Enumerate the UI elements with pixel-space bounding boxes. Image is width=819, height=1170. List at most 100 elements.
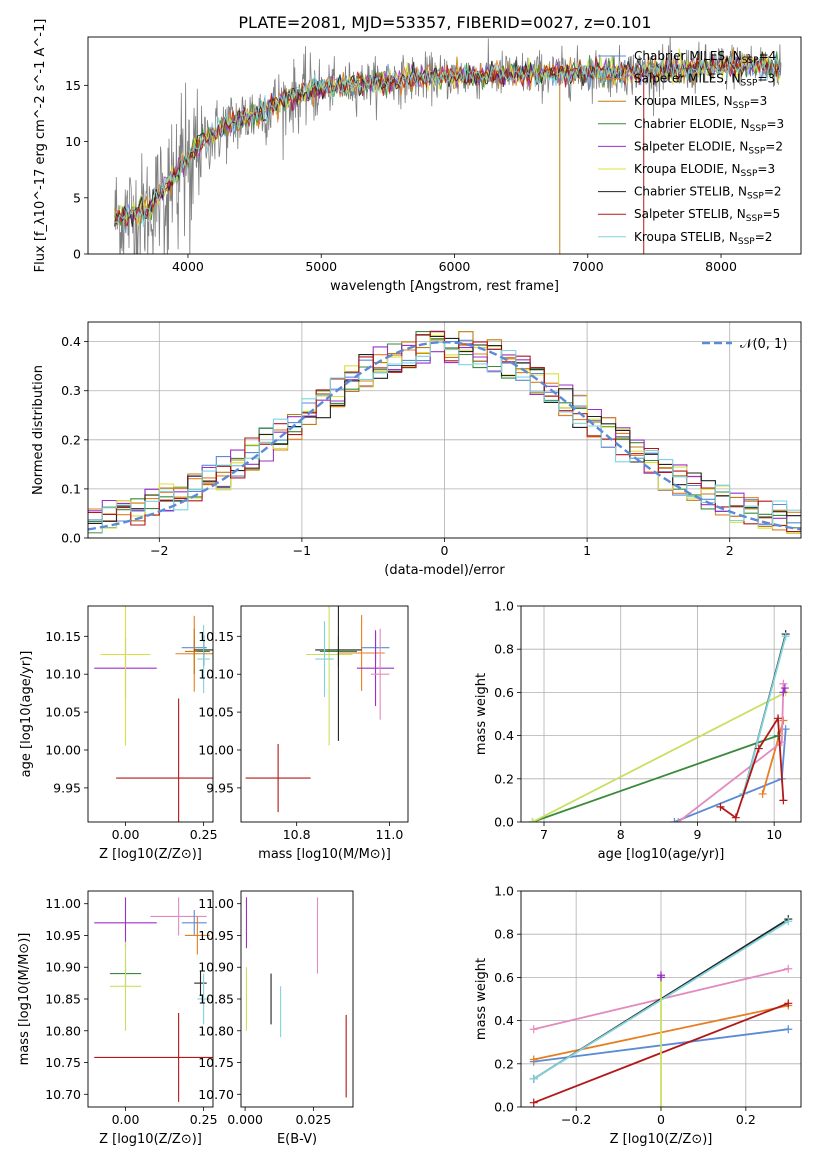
weight-marker bbox=[754, 744, 763, 753]
x-tick-label: 9 bbox=[693, 827, 701, 842]
y-tick-label: 10.90 bbox=[45, 960, 81, 975]
x-tick-label: 0 bbox=[441, 543, 449, 558]
y-tick-label: 1.0 bbox=[494, 884, 514, 899]
weight-marker bbox=[758, 789, 767, 798]
x-tick-label: 10.8 bbox=[283, 827, 311, 842]
y-tick-label: 0.4 bbox=[494, 1013, 514, 1028]
weight-marker bbox=[670, 818, 679, 822]
weight-line-0 bbox=[674, 729, 787, 822]
legend-entry: Salpeter MILES, NSSP=3 bbox=[634, 72, 775, 89]
weight-marker bbox=[784, 964, 793, 973]
weight-marker bbox=[779, 688, 788, 697]
x-tick-label: 0 bbox=[657, 1112, 665, 1127]
legend-entry: Kroupa ELODIE, NSSP=3 bbox=[634, 162, 775, 179]
plot-area-spectrum bbox=[114, 37, 782, 254]
y-tick-label: 0.0 bbox=[494, 1100, 514, 1115]
y-tick-label: 10.15 bbox=[45, 629, 81, 644]
histogram-8 bbox=[88, 341, 801, 534]
x-tick-label: 5000 bbox=[305, 259, 337, 274]
x-tick-label: 0.00 bbox=[112, 1112, 140, 1127]
weight-marker bbox=[731, 813, 740, 822]
legend-entry: Chabrier MILES, NSSP=4 bbox=[634, 49, 776, 66]
weight-marker bbox=[657, 971, 665, 980]
x-tick-label: 0.25 bbox=[190, 827, 218, 842]
y-tick-label: 10.90 bbox=[198, 960, 234, 975]
y-axis-label: age [log10(age/yr)] bbox=[19, 651, 34, 778]
weight-marker bbox=[781, 632, 790, 641]
x-tick-label: −2 bbox=[150, 543, 168, 558]
weight-marker bbox=[784, 999, 793, 1008]
weight-marker bbox=[779, 679, 788, 688]
x-tick-label: 8 bbox=[617, 827, 625, 842]
y-tick-label: 10.05 bbox=[45, 705, 81, 720]
axes-age_vs_z: 0.00 0.25 9.95 10.00 10.05 10.10 10.15 Z [log10… bbox=[19, 605, 218, 862]
legend-entry: Salpeter ELODIE, NSSP=2 bbox=[634, 139, 783, 156]
y-tick-label: 0.1 bbox=[61, 481, 81, 496]
weight-marker bbox=[780, 684, 789, 693]
axes-mass_vs_z: 0.00 0.25 10.70 10.75 10.80 10.85 10.90 10.95 11… bbox=[17, 890, 218, 1147]
x-tick-label: 0.025 bbox=[295, 1112, 331, 1127]
y-tick-label: 11.00 bbox=[198, 896, 234, 911]
x-tick-label: 8000 bbox=[705, 259, 737, 274]
y-axis-label: Normed distribution bbox=[31, 365, 46, 495]
legend: Chabrier MILES, NSSP=4 Salpeter MILES, NS… bbox=[598, 49, 784, 247]
weight-marker bbox=[773, 714, 782, 723]
y-tick-label: 10.75 bbox=[198, 1055, 234, 1070]
legend-entry: Chabrier ELODIE, NSSP=3 bbox=[634, 117, 784, 134]
y-tick-label: 0.2 bbox=[494, 1056, 514, 1071]
weight-marker bbox=[529, 1098, 538, 1107]
x-tick-label: −1 bbox=[293, 543, 311, 558]
y-tick-label: 10.75 bbox=[45, 1055, 81, 1070]
y-tick-label: 0.0 bbox=[494, 815, 514, 830]
x-axis-label: Z [log10(Z/Z⊙)] bbox=[99, 1132, 202, 1147]
plot-area-weight_vs_age bbox=[521, 606, 801, 822]
x-axis-label: Z [log10(Z/Z⊙)] bbox=[99, 847, 202, 862]
x-tick-label: 6000 bbox=[439, 259, 471, 274]
x-axis-label: E(B-V) bbox=[277, 1132, 317, 1147]
y-tick-label: 0.8 bbox=[494, 642, 514, 657]
y-tick-label: 0.3 bbox=[61, 383, 81, 398]
x-axis-label: (data-model)/error bbox=[384, 563, 505, 578]
plot-area-mass_vs_z bbox=[94, 897, 213, 1102]
y-tick-label: 10.95 bbox=[45, 928, 81, 943]
y-tick-label: 0.2 bbox=[61, 432, 81, 447]
x-tick-label: 1 bbox=[583, 543, 591, 558]
y-tick-label: 0.2 bbox=[494, 771, 514, 786]
axes-residuals: −2 −1 0 1 2 0.0 0.1 0.2 0.3 0.4 (data-model)/error… bbox=[31, 321, 802, 578]
legend-entry: 𝒩(0, 1) bbox=[740, 337, 787, 352]
x-tick-label: 0.25 bbox=[190, 1112, 218, 1127]
weight-marker bbox=[716, 802, 725, 811]
y-tick-label: 10.10 bbox=[45, 667, 81, 682]
y-tick-label: 10.70 bbox=[198, 1087, 234, 1102]
y-tick-label: 5 bbox=[73, 190, 81, 205]
gaussian-curve bbox=[88, 341, 801, 531]
x-axis-label: mass [log10(M/M⊙)] bbox=[258, 847, 391, 862]
x-tick-label: 7000 bbox=[572, 259, 604, 274]
y-tick-label: 10.85 bbox=[198, 992, 234, 1007]
model-spectrum-8 bbox=[114, 54, 781, 228]
weight-line-3 bbox=[532, 691, 787, 822]
x-tick-label: 11.0 bbox=[376, 827, 404, 842]
figure-title: PLATE=2081, MJD=53357, FIBERID=0027, z=0… bbox=[238, 13, 651, 32]
axes-frame bbox=[520, 890, 802, 1108]
x-tick-label: −0.2 bbox=[561, 1112, 591, 1127]
axes-frame bbox=[87, 890, 214, 1108]
y-tick-label: 0.6 bbox=[494, 685, 514, 700]
plot-area-mass_vs_ebv bbox=[245, 897, 347, 1098]
plot-area-age_vs_mass bbox=[245, 606, 395, 813]
plot-area-residuals bbox=[88, 322, 801, 538]
axes-spectrum: 4000 5000 6000 7000 8000 0 5 10 15 wavelength [An… bbox=[33, 19, 802, 294]
y-tick-label: 11.00 bbox=[45, 896, 81, 911]
weight-marker bbox=[529, 1055, 538, 1064]
y-tick-label: 0.8 bbox=[494, 927, 514, 942]
x-axis-label: wavelength [Angstrom, rest frame] bbox=[330, 279, 559, 294]
y-tick-label: 9.95 bbox=[206, 780, 234, 795]
y-axis-label: mass weight bbox=[474, 958, 489, 1040]
y-tick-label: 10.80 bbox=[45, 1023, 81, 1038]
y-tick-label: 1.0 bbox=[494, 599, 514, 614]
legend-entry: Salpeter STELIB, NSSP=5 bbox=[634, 207, 780, 224]
weight-marker bbox=[784, 1025, 793, 1034]
weight-line-2 bbox=[532, 734, 779, 822]
